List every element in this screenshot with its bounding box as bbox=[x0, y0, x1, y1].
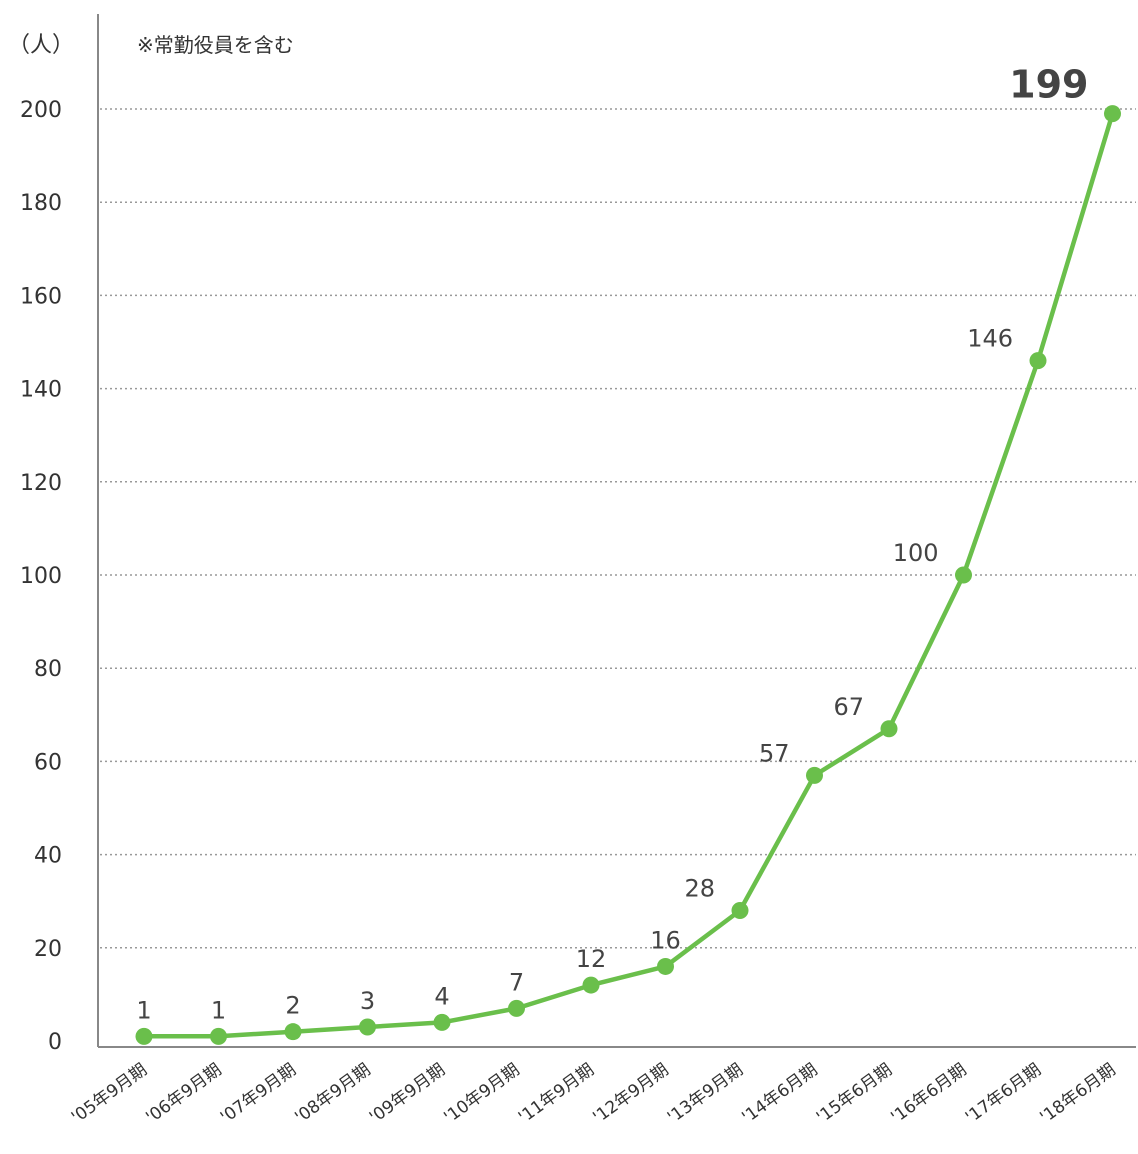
x-tick-label: '06年9月期 bbox=[142, 1060, 225, 1128]
data-label: 146 bbox=[967, 325, 1013, 353]
x-tick-label: '08年9月期 bbox=[291, 1060, 374, 1128]
data-label: 57 bbox=[759, 739, 790, 767]
data-label: 100 bbox=[893, 539, 939, 567]
x-tick-label: '05年9月期 bbox=[68, 1060, 151, 1128]
data-label: 67 bbox=[833, 693, 864, 721]
chart-note: ※常勤役員を含む bbox=[137, 33, 294, 57]
data-point bbox=[135, 1027, 153, 1045]
data-label: 28 bbox=[684, 875, 715, 903]
x-tick-label: '13年9月期 bbox=[664, 1060, 747, 1128]
series-line bbox=[141, 111, 1115, 1039]
y-tick-label: 40 bbox=[34, 844, 62, 869]
y-tick-label: 120 bbox=[20, 471, 62, 496]
data-point bbox=[1104, 105, 1121, 123]
y-tick-label: 160 bbox=[20, 284, 62, 309]
data-point bbox=[433, 1013, 451, 1031]
data-point bbox=[731, 902, 749, 920]
data-point bbox=[284, 1023, 302, 1041]
x-tick-label: '16年6月期 bbox=[887, 1060, 970, 1128]
x-tick-label: '07年9月期 bbox=[217, 1060, 300, 1128]
y-tick-label: 140 bbox=[20, 378, 62, 403]
data-point bbox=[359, 1018, 376, 1036]
x-tick-label: '10年9月期 bbox=[440, 1060, 523, 1128]
y-tick-label: 180 bbox=[20, 191, 62, 216]
x-tick-label: '14年6月期 bbox=[738, 1060, 821, 1128]
data-label-emphasized: 199 bbox=[1009, 63, 1088, 107]
axis-layer bbox=[97, 14, 1136, 1048]
data-point bbox=[508, 999, 525, 1017]
x-tick-label: '17年6月期 bbox=[962, 1060, 1045, 1128]
data-label: 3 bbox=[360, 987, 375, 1015]
data-label: 4 bbox=[434, 982, 449, 1010]
y-tick-label: 80 bbox=[34, 657, 62, 682]
data-label: 1 bbox=[136, 996, 151, 1024]
y-tick-label: 100 bbox=[20, 564, 62, 589]
y-tick-label: 60 bbox=[34, 750, 62, 775]
data-label: 12 bbox=[576, 945, 607, 973]
data-point bbox=[210, 1027, 227, 1045]
y-tick-label: 200 bbox=[20, 98, 62, 123]
x-tick-label: '15年6月期 bbox=[813, 1060, 896, 1128]
x-tick-label: '09年9月期 bbox=[366, 1060, 449, 1128]
x-tick-label: '12年9月期 bbox=[589, 1060, 672, 1128]
data-point bbox=[1029, 352, 1047, 370]
data-point bbox=[806, 766, 823, 784]
data-point bbox=[955, 566, 972, 584]
x-axis-ticks: '05年9月期'06年9月期'07年9月期'08年9月期'09年9月期'10年9… bbox=[68, 1060, 1120, 1128]
y-tick-label: 0 bbox=[48, 1030, 62, 1055]
x-tick-label: '18年6月期 bbox=[1036, 1060, 1119, 1128]
y-tick-label: 20 bbox=[34, 937, 62, 962]
y-axis-unit-label: （人） bbox=[8, 33, 74, 58]
data-point bbox=[880, 720, 898, 738]
data-point bbox=[582, 976, 600, 994]
data-label: 7 bbox=[509, 968, 524, 996]
data-label: 2 bbox=[285, 992, 300, 1020]
data-label: 16 bbox=[650, 926, 681, 954]
y-axis-ticks: 0 20 40 60 80 100 120 140 160 180 200 bbox=[20, 98, 62, 1055]
series-layer bbox=[135, 105, 1121, 1045]
data-point bbox=[657, 957, 674, 975]
x-tick-label: '11年9月期 bbox=[515, 1060, 598, 1128]
data-label: 1 bbox=[211, 996, 226, 1024]
